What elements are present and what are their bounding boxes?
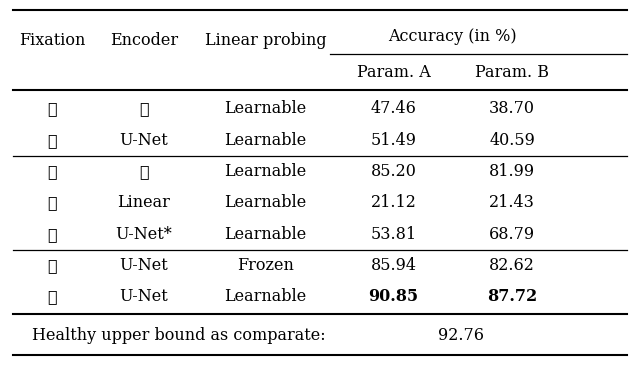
Text: U-Net: U-Net — [120, 288, 168, 305]
Text: Encoder: Encoder — [110, 32, 178, 49]
Text: U-Net*: U-Net* — [116, 226, 172, 243]
Text: Learnable: Learnable — [225, 194, 307, 211]
Text: 85.94: 85.94 — [371, 257, 417, 274]
Text: Accuracy (in %): Accuracy (in %) — [388, 28, 517, 45]
Text: Learnable: Learnable — [225, 163, 307, 180]
Text: 85.20: 85.20 — [371, 163, 417, 180]
Text: Param. A: Param. A — [356, 64, 431, 81]
Text: Learnable: Learnable — [225, 132, 307, 149]
Text: Learnable: Learnable — [225, 288, 307, 305]
Text: 87.72: 87.72 — [487, 288, 537, 305]
Text: 92.76: 92.76 — [438, 327, 484, 343]
Text: ✓: ✓ — [47, 226, 58, 243]
Text: 51.49: 51.49 — [371, 132, 417, 149]
Text: 21.12: 21.12 — [371, 194, 417, 211]
Text: ✓: ✓ — [47, 194, 58, 211]
Text: 82.62: 82.62 — [489, 257, 535, 274]
Text: Fixation: Fixation — [19, 32, 86, 49]
Text: ✗: ✗ — [139, 100, 149, 117]
Text: U-Net: U-Net — [120, 132, 168, 149]
Text: 81.99: 81.99 — [489, 163, 535, 180]
Text: Learnable: Learnable — [225, 226, 307, 243]
Text: 53.81: 53.81 — [371, 226, 417, 243]
Text: ✗: ✗ — [47, 132, 58, 149]
Text: Linear: Linear — [118, 194, 170, 211]
Text: U-Net: U-Net — [120, 257, 168, 274]
Text: 90.85: 90.85 — [369, 288, 419, 305]
Text: ✗: ✗ — [139, 163, 149, 180]
Text: ✓: ✓ — [47, 257, 58, 274]
Text: 38.70: 38.70 — [489, 100, 535, 117]
Text: Learnable: Learnable — [225, 100, 307, 117]
Text: ✗: ✗ — [47, 100, 58, 117]
Text: Param. B: Param. B — [475, 64, 549, 81]
Text: 47.46: 47.46 — [371, 100, 417, 117]
Text: 21.43: 21.43 — [489, 194, 535, 211]
Text: ✓: ✓ — [47, 163, 58, 180]
Text: Frozen: Frozen — [237, 257, 294, 274]
Text: Linear probing: Linear probing — [205, 32, 326, 49]
Text: 68.79: 68.79 — [489, 226, 535, 243]
Text: ✓: ✓ — [47, 288, 58, 305]
Text: 40.59: 40.59 — [489, 132, 535, 149]
Text: Healthy upper bound as comparate:: Healthy upper bound as comparate: — [32, 327, 326, 343]
